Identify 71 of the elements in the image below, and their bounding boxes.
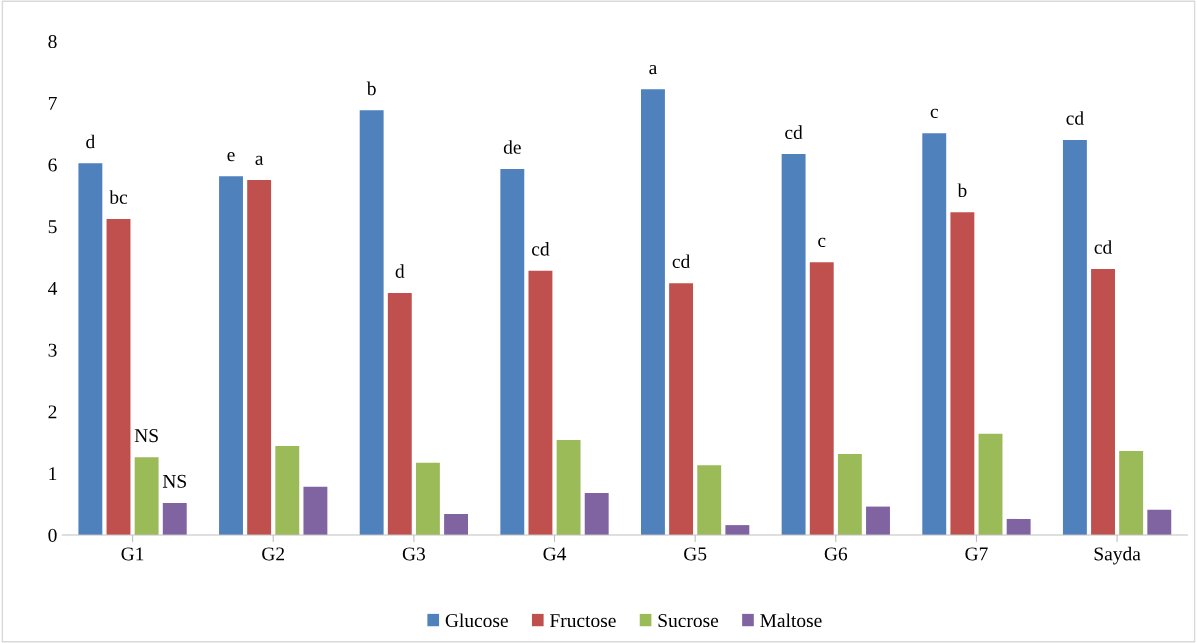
bar (247, 180, 272, 535)
bar (219, 176, 243, 535)
bar (275, 446, 300, 535)
legend-label: Sucrose (658, 614, 719, 628)
legend-label: Maltose (760, 613, 822, 628)
bar (387, 293, 412, 535)
data-label: b (957, 183, 967, 198)
bar (781, 154, 806, 535)
bar (303, 486, 328, 535)
x-tick-label: Sayda (1094, 546, 1141, 565)
bar (697, 465, 722, 535)
x-tick-label: G4 (543, 547, 567, 561)
legend-label: Glucose (445, 613, 508, 628)
y-tick-label: 4 (48, 282, 58, 295)
y-tick-label: 7 (48, 96, 57, 110)
bar (1006, 518, 1031, 535)
bar (359, 110, 384, 535)
bar (1147, 509, 1172, 535)
x-tick-label: G1 (121, 547, 144, 561)
data-label: NS (134, 429, 158, 443)
bar (725, 525, 750, 535)
data-label: c (818, 237, 826, 248)
bar (556, 439, 581, 535)
x-tick-label: G7 (965, 547, 988, 561)
data-label: e (227, 151, 235, 162)
data-label: cd (1094, 240, 1112, 254)
data-label: cd (785, 125, 803, 140)
legend-label: Fructose (550, 614, 616, 628)
bar (78, 163, 103, 535)
data-label: de (503, 140, 521, 154)
data-label: d (395, 264, 405, 278)
data-label: b (366, 81, 376, 96)
bar (669, 283, 694, 535)
y-tick-label: 3 (48, 343, 57, 357)
data-label: d (86, 134, 95, 149)
bar (584, 493, 609, 535)
x-tick-label: G5 (684, 547, 707, 561)
data-label: a (255, 155, 264, 165)
data-label: cd (672, 254, 691, 269)
bar (1119, 451, 1144, 535)
bar (106, 218, 131, 535)
y-tick-label: 5 (48, 220, 57, 234)
y-tick-label: 6 (48, 158, 57, 172)
y-tick-label: 0 (48, 528, 57, 542)
x-tick-label: G6 (824, 547, 848, 561)
data-label: NS (162, 474, 186, 488)
bar (162, 502, 187, 535)
bar (444, 513, 469, 535)
bar (500, 168, 525, 535)
bar (134, 457, 159, 535)
bar (641, 89, 665, 535)
bar (1091, 268, 1115, 535)
x-tick-label: G2 (262, 547, 285, 561)
bar (950, 212, 975, 535)
bar (922, 133, 947, 535)
data-label: a (649, 64, 658, 75)
bar (809, 262, 834, 535)
bar (415, 462, 440, 535)
data-label: bc (109, 190, 128, 204)
y-tick-label: 1 (49, 467, 57, 480)
y-tick-label: 8 (48, 34, 57, 49)
bar (978, 433, 1003, 535)
bar (1062, 139, 1087, 535)
data-label: cd (532, 242, 550, 256)
data-label: c (930, 108, 938, 119)
bar (866, 506, 890, 535)
bar (837, 454, 862, 535)
data-label: cd (1066, 111, 1084, 125)
y-tick-label: 2 (48, 405, 57, 419)
bar (528, 270, 553, 535)
x-tick-label: G3 (402, 547, 425, 561)
